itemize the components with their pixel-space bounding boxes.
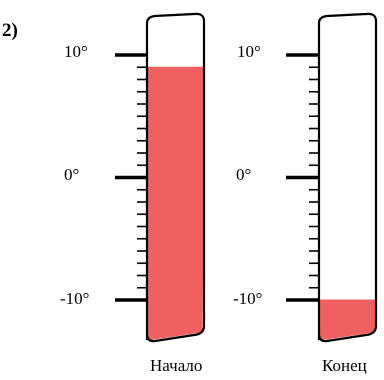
- thermometer-end-scale: [286, 53, 319, 302]
- thermometer-end-label-zero: 0°: [236, 165, 251, 184]
- thermometer-end-tube: [317, 12, 378, 343]
- thermometer-start-label-bottom: -10°: [60, 289, 89, 308]
- thermometer-start-caption: Начало: [150, 356, 202, 375]
- problem-number: 2): [2, 20, 18, 41]
- thermometer-end-label-top: 10°: [237, 42, 261, 61]
- thermometer-end-label-bottom: -10°: [233, 289, 262, 308]
- thermometer-start-tube: [145, 12, 206, 343]
- thermometer-start-label-zero: 0°: [64, 165, 79, 184]
- thermometer-start-scale: [115, 53, 147, 302]
- thermometer-start: 10° 0° -10° Начало: [60, 12, 206, 375]
- thermometer-end-caption: Конец: [322, 356, 367, 375]
- thermometer-start-label-top: 10°: [64, 42, 88, 61]
- thermometer-start-fill: [146, 66, 205, 341]
- thermometer-end: 10° 0° -10° Конец: [233, 12, 378, 375]
